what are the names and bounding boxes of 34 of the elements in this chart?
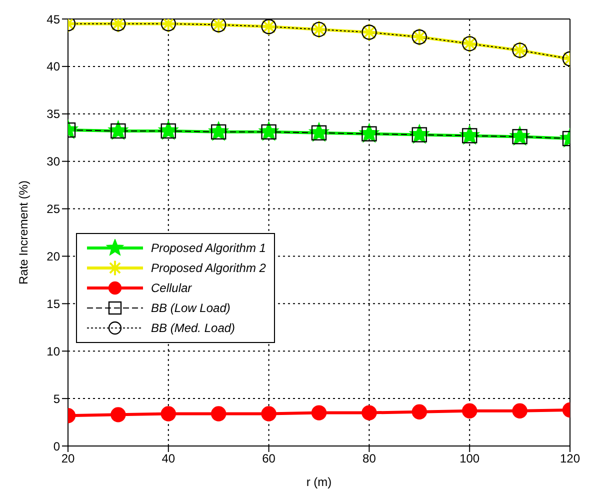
y-tick-label: 15 xyxy=(46,296,60,311)
y-tick-label: 35 xyxy=(46,107,60,122)
y-tick-label: 30 xyxy=(46,154,60,169)
point xyxy=(110,407,126,422)
legend-label: Proposed Algorithm 1 xyxy=(151,241,266,255)
point xyxy=(410,124,430,144)
point xyxy=(462,403,478,418)
y-tick-label: 45 xyxy=(46,12,60,26)
y-tick-label: 10 xyxy=(46,344,60,358)
x-tick-label: 40 xyxy=(162,452,176,466)
point xyxy=(510,126,530,146)
legend-label: BB (Med. Load) xyxy=(151,321,236,335)
y-axis-title: Rate Increment (%) xyxy=(16,180,30,285)
y-tick-label: 25 xyxy=(46,202,60,216)
point xyxy=(211,406,226,422)
legend-label: Cellular xyxy=(151,281,192,295)
point xyxy=(512,403,528,418)
y-tick-label: 0 xyxy=(53,439,60,454)
y-tick-label: 20 xyxy=(46,249,60,264)
x-tick-label: 80 xyxy=(362,452,376,466)
point xyxy=(412,404,427,420)
y-tick-label: 40 xyxy=(46,60,60,74)
x-tick-label: 100 xyxy=(460,452,480,466)
legend-label: BB (Low Load) xyxy=(151,301,230,315)
x-axis-title: r (m) xyxy=(306,475,332,489)
point xyxy=(261,406,276,422)
point xyxy=(311,405,327,420)
point xyxy=(460,125,480,144)
x-tick-label: 60 xyxy=(262,452,276,466)
point xyxy=(362,405,377,420)
legend-label: Proposed Algorithm 2 xyxy=(151,261,266,275)
point xyxy=(160,406,176,422)
y-tick-label: 5 xyxy=(53,392,60,406)
x-tick-label: 120 xyxy=(560,452,580,466)
